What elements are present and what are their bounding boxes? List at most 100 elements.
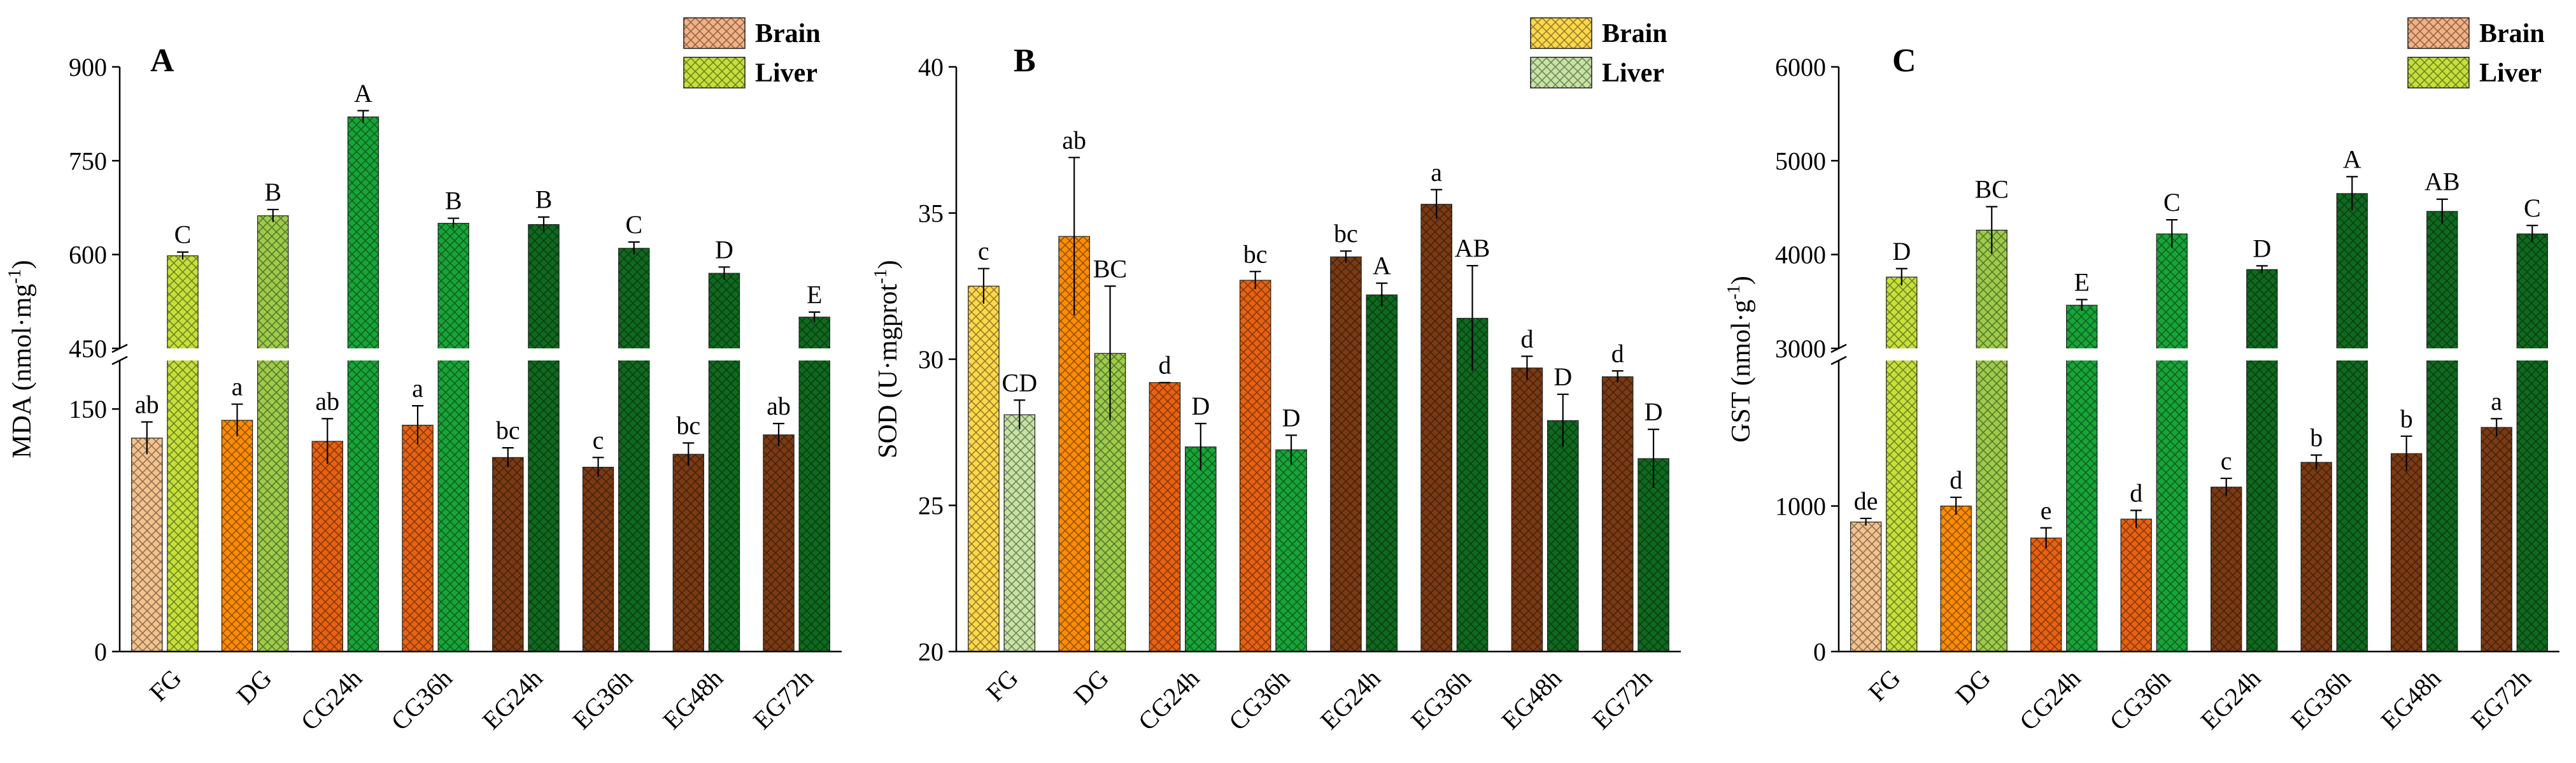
bar-hatch-liver-cg24h	[1185, 446, 1216, 652]
bar-hatch-brain-eg72h	[763, 434, 795, 652]
bar-hatch-brain-cg36h	[2121, 519, 2152, 652]
bar-hatch-brain-eg24h	[492, 457, 523, 652]
x-tick-label-cg36h: CG36h	[2104, 664, 2176, 736]
y-tick-label: 3000	[1775, 334, 1826, 363]
sig-label-liver-cg36h: B	[445, 187, 462, 215]
legend-swatch-hatch-brain	[1531, 18, 1592, 48]
x-tick-label-fg: FG	[1862, 664, 1906, 707]
panel-label: C	[1892, 43, 1916, 79]
bar-hatch-liver-cg36h	[438, 223, 469, 652]
bar-hatch-brain-cg36h	[402, 425, 434, 652]
y-axis-label-text: MDA (nmol·mg	[8, 284, 37, 459]
sig-label-liver-eg72h: D	[1645, 397, 1663, 426]
sig-label-liver-eg24h: D	[2253, 234, 2271, 262]
legend-swatch-hatch-brain	[684, 18, 745, 48]
y-tick-label: 5000	[1775, 146, 1826, 175]
x-tick-label-dg: DG	[1950, 664, 1996, 710]
bar-hatch-liver-eg48h	[709, 273, 740, 652]
bar-hatch-brain-fg	[1850, 522, 1881, 652]
y-tick-label: 6000	[1775, 53, 1826, 82]
sig-label-brain-cg36h: a	[412, 374, 423, 403]
legend-swatch-hatch-liver	[684, 57, 745, 88]
bar-hatch-liver-fg	[1004, 415, 1035, 652]
bar-hatch-liver-eg48h	[1547, 420, 1578, 652]
chart-panel-c: de D FG d BC DG e E CG24h d C CG36h c D EG24h b A EG36h b A…	[1724, 17, 2562, 736]
panel-label: A	[150, 43, 174, 79]
sig-label-liver-fg: CD	[1002, 368, 1038, 397]
legend-swatch-hatch-liver	[1531, 57, 1592, 88]
bar-hatch-brain-fg	[131, 438, 162, 652]
legend-label-brain: Brain	[2479, 19, 2545, 48]
sig-label-liver-dg: BC	[1975, 175, 2009, 204]
sig-label-liver-eg72h: C	[2524, 194, 2541, 222]
sig-label-brain-cg24h: e	[2041, 496, 2052, 525]
sig-label-liver-cg36h: D	[1282, 403, 1301, 432]
x-tick-label-eg48h: EG48h	[657, 664, 728, 735]
sig-label-liver-fg: C	[174, 220, 192, 249]
sig-label-liver-eg36h: C	[625, 210, 642, 239]
sig-label-liver-eg48h: D	[715, 235, 733, 264]
x-tick-label-eg72h: EG72h	[1587, 664, 1658, 735]
y-axis-label: GST (nmol·g-1)	[1724, 276, 1756, 443]
sig-label-liver-cg24h: A	[354, 79, 372, 108]
sig-label-liver-eg24h: A	[1373, 252, 1391, 280]
x-tick-label-eg24h: EG24h	[2195, 664, 2267, 735]
sig-label-liver-dg: BC	[1093, 254, 1127, 283]
sig-label-brain-eg24h: bc	[1334, 219, 1358, 248]
sig-label-brain-eg36h: b	[2310, 424, 2323, 452]
sig-label-liver-eg24h: B	[535, 185, 553, 214]
y-tick-label: 450	[69, 334, 107, 363]
legend-label-brain: Brain	[1602, 19, 1667, 48]
chart-panel-a: ab C FG a B DG ab A CG24h a B CG36h bc B EG24h c C EG36h b…	[5, 17, 844, 736]
bar-hatch-liver-eg72h	[1638, 459, 1669, 652]
y-tick-label: 600	[69, 241, 107, 269]
chart-panel-b: cCDFGabBCDGdDCG24hbcDCG36hbcAEG24haABEG3…	[871, 17, 1681, 736]
y-tick-label: 30	[918, 345, 944, 374]
y-tick-label: 40	[918, 53, 944, 82]
bar-hatch-liver-dg	[1976, 230, 2007, 652]
y-tick-label: 4000	[1775, 241, 1826, 269]
panel-label: B	[1014, 43, 1036, 79]
bar-hatch-brain-cg24h	[1149, 382, 1180, 652]
x-tick-label-eg48h: EG48h	[1496, 664, 1567, 735]
bar-hatch-brain-cg36h	[1240, 280, 1271, 652]
legend-label-brain: Brain	[755, 19, 821, 48]
bar-hatch-liver-cg24h	[2066, 305, 2097, 652]
sig-label-liver-eg36h: AB	[1455, 234, 1490, 262]
bar-hatch-liver-fg	[1886, 277, 1917, 652]
sig-label-brain-cg36h: d	[2130, 478, 2142, 507]
y-axis-label-superscript: -1	[5, 269, 25, 283]
x-tick-label-cg36h: CG36h	[385, 664, 458, 736]
bar-hatch-brain-eg48h	[2391, 453, 2422, 652]
bar-hatch-liver-eg72h	[2517, 234, 2548, 652]
bar-hatch-liver-eg72h	[799, 317, 830, 652]
sig-label-liver-cg36h: C	[2163, 188, 2181, 217]
bar-hatch-liver-eg36h	[618, 248, 649, 652]
bar-hatch-brain-eg36h	[1421, 204, 1452, 652]
x-tick-label-fg: FG	[980, 664, 1024, 707]
y-axis-label-close: )	[874, 260, 903, 269]
sig-label-brain-fg: ab	[135, 390, 159, 418]
y-tick-label: 20	[918, 638, 944, 666]
bar-hatch-brain-eg72h	[2481, 427, 2512, 652]
x-tick-label-dg: DG	[1068, 664, 1114, 710]
y-tick-label: 1000	[1775, 492, 1826, 521]
bar-hatch-brain-fg	[968, 286, 1000, 652]
sig-label-brain-eg48h: bc	[676, 411, 700, 439]
y-tick-label: 0	[1813, 638, 1826, 666]
bar-hatch-brain-cg24h	[2030, 538, 2062, 652]
bar-hatch-liver-eg36h	[1457, 318, 1488, 652]
axis-break-gap	[117, 348, 844, 360]
sig-label-brain-eg72h: d	[1611, 339, 1624, 367]
legend-label-liver: Liver	[755, 59, 817, 88]
x-tick-label-dg: DG	[231, 664, 278, 710]
sig-label-brain-eg48h: b	[2400, 404, 2413, 433]
bar-hatch-brain-dg	[222, 420, 253, 652]
sig-label-brain-eg24h: c	[2221, 446, 2232, 475]
bar-hatch-liver-cg36h	[1275, 450, 1307, 652]
sig-label-brain-eg72h: ab	[767, 392, 791, 420]
sig-label-liver-cg24h: E	[2074, 267, 2090, 296]
x-tick-label-eg36h: EG36h	[1405, 664, 1476, 735]
x-tick-label-eg72h: EG72h	[2465, 664, 2537, 735]
x-tick-label-eg36h: EG36h	[567, 664, 638, 735]
